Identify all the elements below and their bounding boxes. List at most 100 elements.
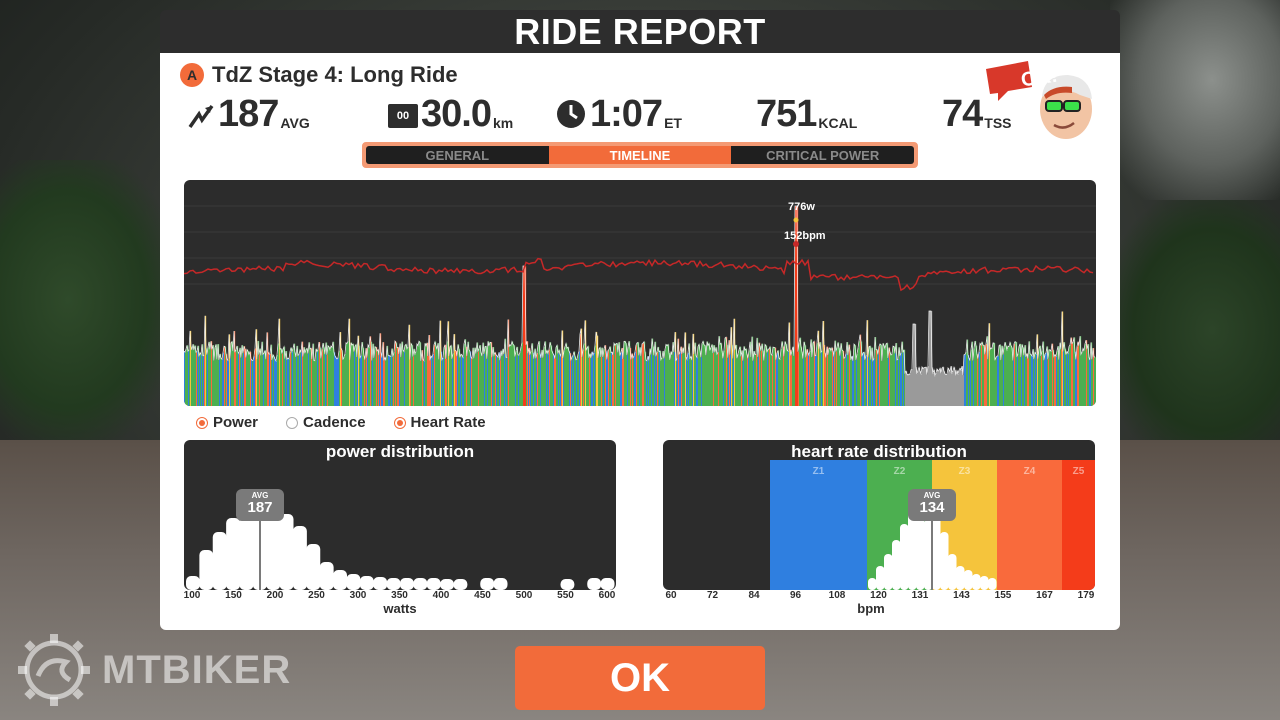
timeline-power-bar: [815, 355, 817, 406]
timeline-power-bar: [477, 342, 479, 406]
legend-cadence-toggle[interactable]: [286, 416, 299, 429]
hr-zone-label: Z2: [894, 466, 906, 477]
power-axis-tick: 400: [432, 590, 450, 601]
timeline-power-bar: [672, 354, 674, 406]
timeline-power-bar: [665, 349, 667, 406]
legend-heart-rate-toggle[interactable]: [393, 416, 406, 429]
timeline-power-bar: [641, 356, 643, 406]
timeline-power-bar: [888, 357, 890, 406]
timeline-power-bar: [225, 346, 227, 406]
timeline-power-bar: [241, 357, 243, 406]
timeline-power-bar: [533, 352, 535, 406]
tab-critical-power[interactable]: CRITICAL POWER: [731, 146, 915, 164]
timeline-power-bar: [649, 360, 651, 406]
timeline-power-bar: [349, 318, 351, 406]
timeline-power-bar: [458, 344, 460, 406]
peak-hr-label: 152bpm: [784, 230, 826, 242]
timeline-power-bar: [457, 356, 459, 406]
legend-cadence[interactable]: Cadence: [286, 414, 366, 431]
timeline-power-bar: [254, 356, 256, 406]
ride-title-row: A TdZ Stage 4: Long Ride: [180, 62, 458, 88]
timeline-power-bar: [391, 356, 393, 406]
timeline-power-bar: [264, 353, 266, 406]
timeline-power-bar: [206, 348, 208, 406]
hr-axis-tick: 143: [953, 590, 970, 601]
timeline-power-bar: [765, 344, 767, 406]
timeline-power-bar: [855, 345, 857, 406]
tab-general[interactable]: GENERAL: [366, 146, 549, 164]
power-avg-value: 187: [247, 499, 273, 516]
odometer-icon: 00: [388, 104, 418, 128]
legend-heart-rate[interactable]: Heart Rate: [393, 414, 486, 431]
timeline-power-bar: [785, 341, 787, 406]
timeline-power-bar: [593, 354, 595, 406]
timeline-power-bar: [952, 372, 954, 406]
timeline-power-bar: [949, 369, 951, 406]
timeline-power-bar: [846, 353, 848, 406]
timeline-power-bar: [446, 358, 448, 406]
timeline-power-bar: [882, 360, 884, 406]
timeline-power-bar: [768, 349, 770, 406]
ok-button[interactable]: OK: [515, 646, 765, 710]
timeline-power-bar: [873, 360, 875, 406]
timeline-power-bar: [905, 372, 907, 406]
timeline-power-bar: [337, 358, 339, 406]
timeline-power-bar: [495, 352, 497, 406]
timeline-power-bar: [242, 345, 244, 406]
timeline-power-bar: [554, 355, 556, 406]
timeline-power-bar: [568, 347, 570, 406]
timeline-power-bar: [1033, 349, 1035, 406]
tab-timeline[interactable]: TIMELINE: [548, 146, 732, 164]
timeline-power-bar: [767, 352, 769, 406]
timeline-power-bar: [1038, 358, 1040, 406]
timeline-power-bar: [685, 332, 687, 406]
power-axis-tick: 150: [225, 590, 242, 601]
timeline-power-bar: [916, 367, 918, 406]
timeline-power-bar: [539, 341, 541, 406]
timeline-power-bar: [726, 337, 728, 406]
timeline-power-bar: [215, 347, 217, 406]
timeline-power-bar: [710, 350, 712, 406]
timeline-power-bar: [389, 355, 391, 406]
timeline-power-bar: [816, 355, 818, 406]
timeline-power-bar: [538, 344, 540, 406]
timeline-power-bar: [296, 356, 298, 406]
timeline-power-bar: [961, 370, 963, 406]
timeline-power-bar: [987, 336, 989, 406]
timeline-power-bar: [959, 370, 961, 406]
timeline-power-bar: [810, 350, 812, 406]
timeline-power-bar: [1083, 348, 1085, 406]
timeline-power-bar: [184, 351, 186, 406]
timeline-power-bar: [1056, 356, 1058, 406]
hr-distribution-bar: [956, 566, 965, 590]
timeline-power-bar: [667, 345, 669, 406]
timeline-power-bar: [195, 345, 197, 406]
timeline-power-bar: [1045, 354, 1047, 406]
timeline-power-bar: [298, 355, 300, 406]
timeline-power-bar: [932, 367, 934, 406]
timeline-power-bar: [770, 346, 772, 406]
timeline-power-bar: [913, 324, 915, 406]
timeline-power-bar: [318, 349, 320, 406]
timeline-power-bar: [388, 355, 390, 406]
timeline-power-bar: [320, 347, 322, 406]
hr-axis-tick: 120: [870, 590, 887, 601]
timeline-power-bar: [248, 351, 250, 406]
timeline-power-bar: [825, 352, 827, 406]
stat-calories-value: 751: [756, 93, 817, 135]
timeline-power-bar: [811, 339, 813, 406]
timeline-power-bar: [380, 333, 382, 406]
timeline-power-bar: [1041, 356, 1043, 406]
timeline-power-bar: [231, 342, 233, 406]
timeline-power-bar: [861, 341, 863, 406]
timeline-power-bar: [284, 346, 286, 406]
legend-power-toggle[interactable]: [196, 416, 208, 429]
timeline-power-bar: [800, 337, 802, 406]
timeline-power-bar: [347, 343, 349, 406]
modal-title: RIDE REPORT: [514, 10, 766, 52]
timeline-power-bar: [275, 359, 277, 406]
timeline-power-bar: [185, 352, 187, 406]
timeline-power-bar: [221, 358, 223, 406]
legend-power[interactable]: Power: [196, 414, 258, 431]
timeline-power-bar: [586, 350, 588, 406]
